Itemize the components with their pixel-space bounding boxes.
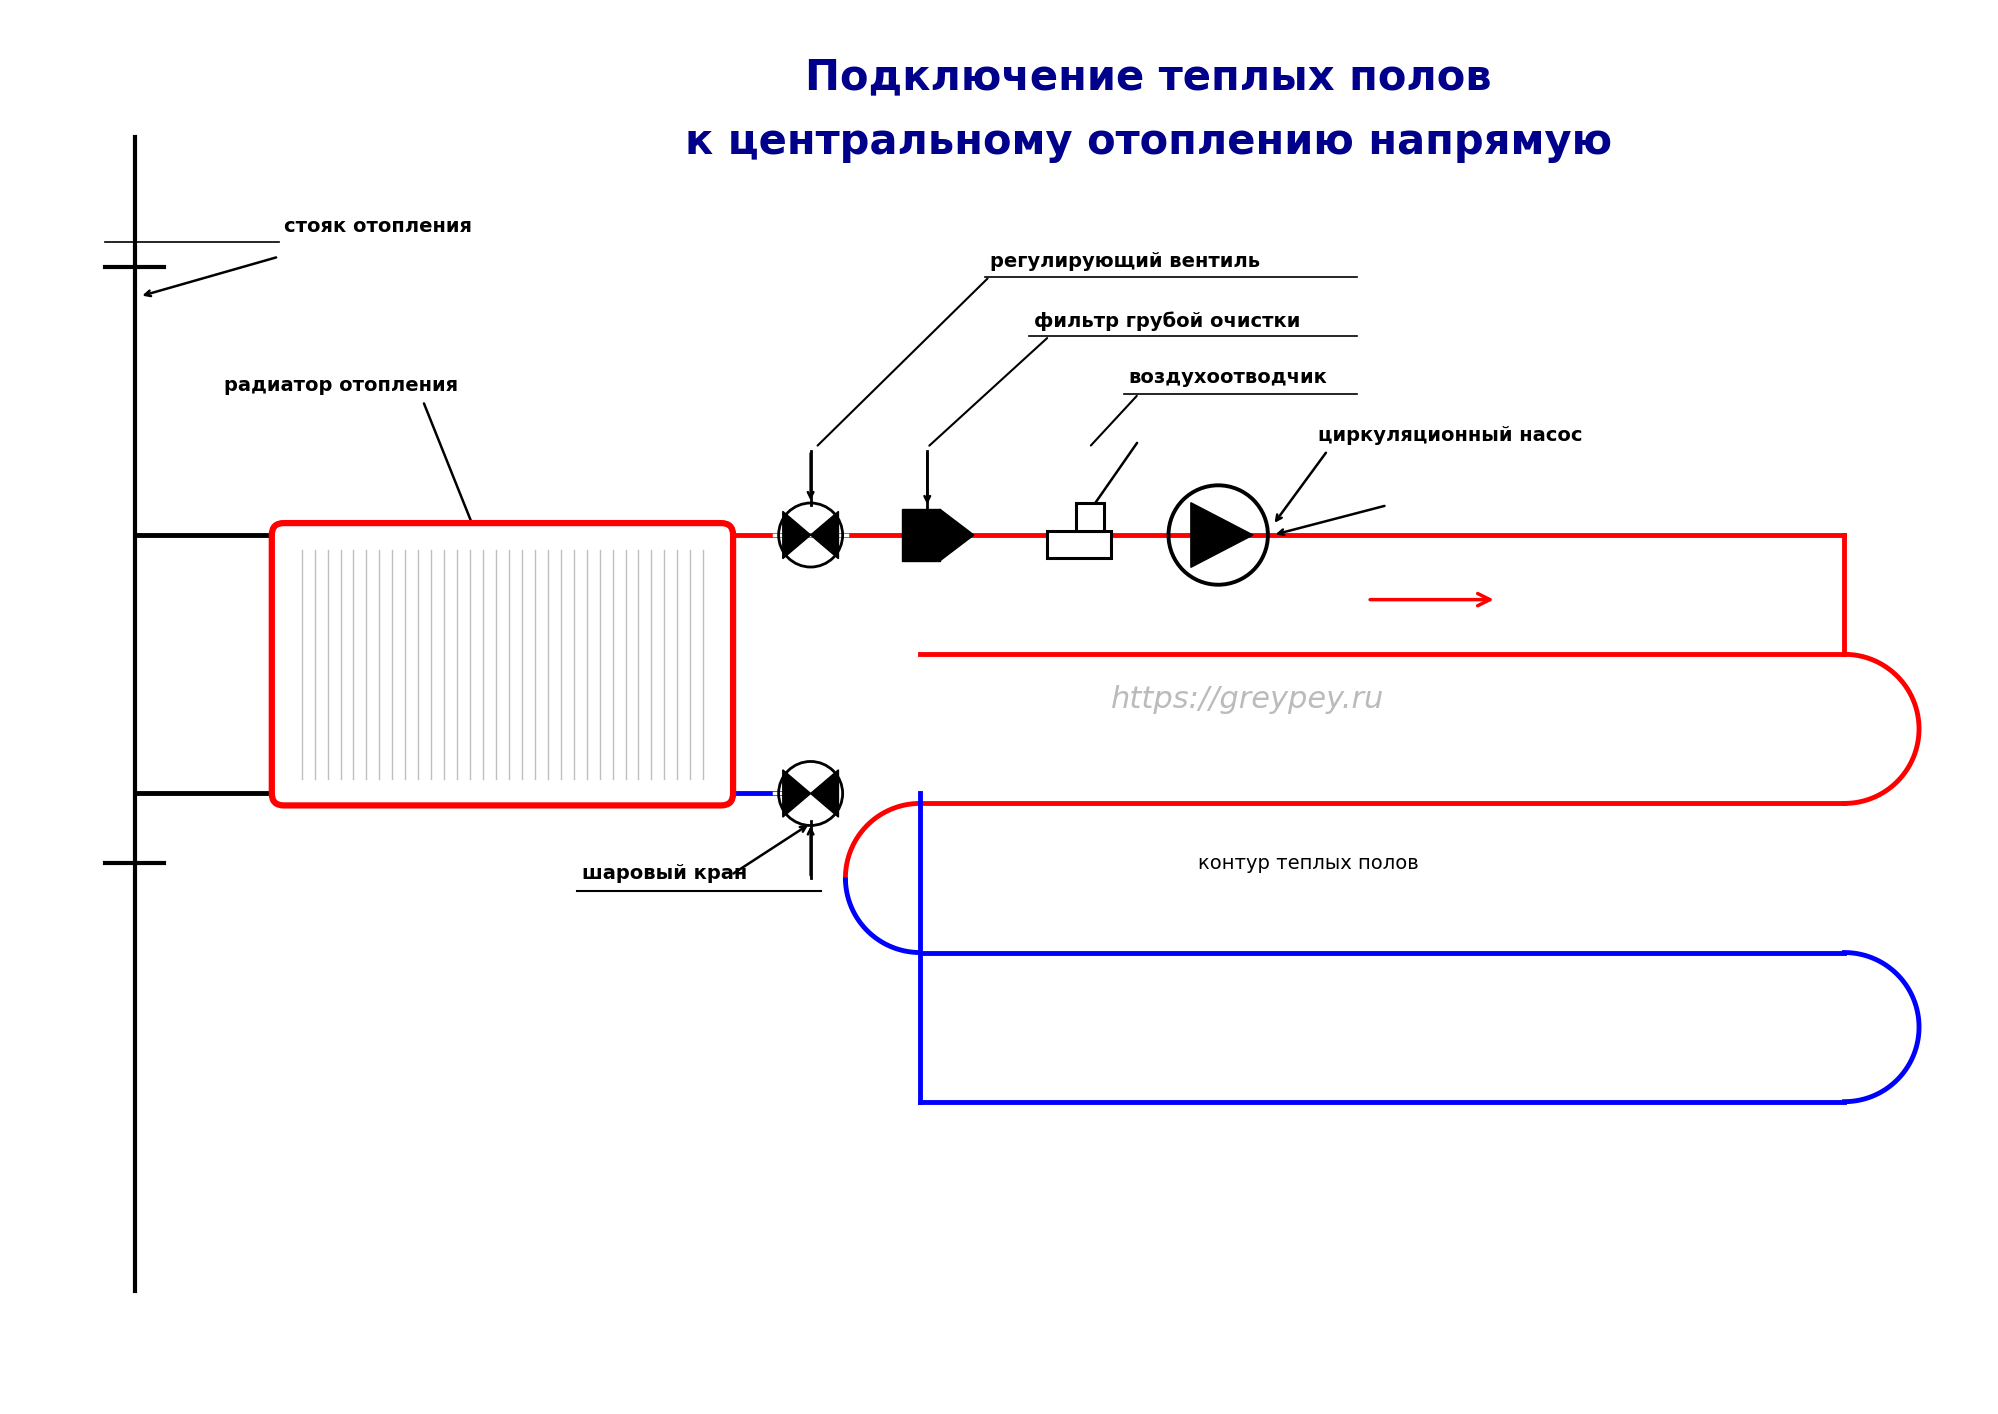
Text: контур теплых полов: контур теплых полов	[1197, 854, 1419, 872]
Polygon shape	[783, 769, 811, 817]
Text: воздухоотводчик: воздухоотводчик	[1129, 369, 1327, 387]
Polygon shape	[811, 512, 837, 559]
Polygon shape	[901, 509, 939, 561]
Text: циркуляционный насос: циркуляционный насос	[1317, 426, 1580, 445]
Text: фильтр грубой очистки: фильтр грубой очистки	[1033, 311, 1301, 331]
Polygon shape	[1191, 503, 1253, 567]
FancyBboxPatch shape	[272, 523, 733, 806]
Text: стояк отопления: стояк отопления	[284, 218, 472, 236]
FancyBboxPatch shape	[1075, 503, 1105, 532]
Polygon shape	[811, 769, 837, 817]
Text: https://greypey.ru: https://greypey.ru	[1111, 684, 1385, 714]
Polygon shape	[783, 512, 811, 559]
Text: регулирующий вентиль: регулирующий вентиль	[989, 252, 1259, 271]
Text: радиатор отопления: радиатор отопления	[224, 376, 458, 396]
Polygon shape	[939, 509, 973, 561]
Text: к центральному отоплению напрямую: к центральному отоплению напрямую	[685, 122, 1610, 164]
Text: шаровый кран: шаровый кран	[581, 864, 747, 882]
Text: Подключение теплых полов: Подключение теплых полов	[805, 57, 1491, 99]
FancyBboxPatch shape	[1047, 532, 1111, 557]
